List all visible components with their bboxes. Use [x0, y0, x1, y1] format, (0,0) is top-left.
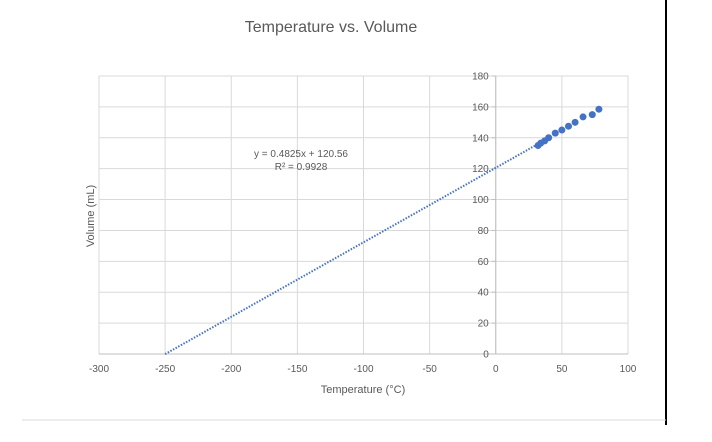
x-tick-label: 50: [556, 364, 568, 375]
y-tick-label: 80: [478, 226, 490, 237]
chart-title: Temperature vs. Volume: [245, 19, 418, 36]
y-tick-label: 100: [472, 195, 489, 206]
x-tick-label: -250: [155, 364, 175, 375]
y-tick-label: 180: [472, 72, 489, 83]
y-tick-label: 0: [483, 350, 489, 361]
data-point: [558, 126, 566, 134]
y-tick-label: 60: [478, 257, 490, 268]
data-point: [579, 113, 587, 121]
x-tick-label: -200: [221, 364, 241, 375]
trendline-group: [164, 143, 539, 355]
x-tick-label: -300: [89, 364, 109, 375]
x-tick-labels: -300 -250 -200 -150 -100 -50 0 50 100: [89, 364, 637, 375]
data-point: [588, 111, 596, 119]
x-tick-label: 0: [493, 364, 499, 375]
y-tick-label: 160: [472, 102, 489, 113]
y-axis-label: Volume (mL): [85, 185, 97, 247]
y-tick-label: 140: [472, 133, 489, 144]
y-tick-label: 40: [478, 288, 490, 299]
data-points: [534, 105, 603, 149]
data-point: [545, 134, 553, 142]
trendline: [164, 143, 539, 355]
data-point: [571, 118, 579, 126]
trendline-equation: y = 0.4825x + 120.56: [254, 149, 348, 160]
data-point: [564, 122, 572, 130]
x-tick-label: 100: [620, 364, 637, 375]
data-point: [595, 105, 603, 113]
x-tick-label: -100: [353, 364, 373, 375]
x-axis-label: Temperature (°C): [321, 384, 405, 396]
axes: [99, 75, 628, 355]
y-tick-labels: 0 20 40 60 80 100 120 140 160 180: [472, 72, 489, 361]
y-tick-label: 120: [472, 164, 489, 175]
data-point: [551, 129, 559, 137]
x-tick-label: -50: [422, 364, 437, 375]
y-tick-label: 20: [478, 319, 490, 330]
trendline-r-squared: R² = 0.9928: [275, 162, 328, 173]
x-tick-label: -150: [287, 364, 307, 375]
